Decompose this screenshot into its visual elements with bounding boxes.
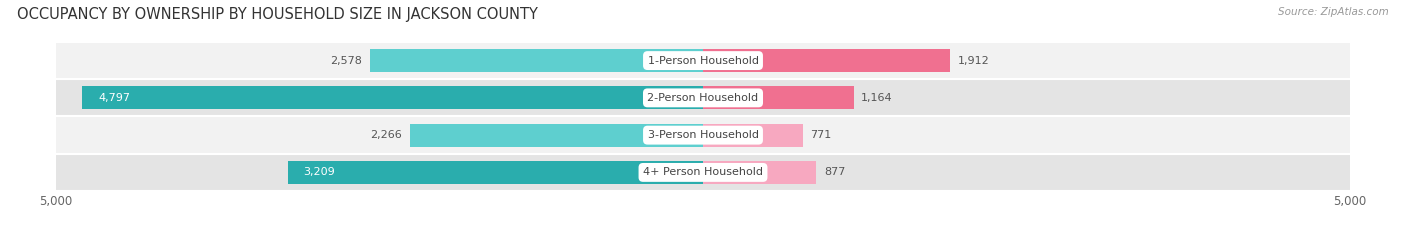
Bar bbox=[83, 86, 703, 110]
Text: OCCUPANCY BY OWNERSHIP BY HOUSEHOLD SIZE IN JACKSON COUNTY: OCCUPANCY BY OWNERSHIP BY HOUSEHOLD SIZE… bbox=[17, 7, 537, 22]
Text: 2-Person Household: 2-Person Household bbox=[647, 93, 759, 103]
Bar bbox=[56, 79, 1350, 116]
Text: 4,797: 4,797 bbox=[98, 93, 129, 103]
Bar bbox=[288, 161, 703, 184]
Bar bbox=[411, 123, 703, 147]
Text: 4+ Person Household: 4+ Person Household bbox=[643, 168, 763, 177]
Text: Source: ZipAtlas.com: Source: ZipAtlas.com bbox=[1278, 7, 1389, 17]
Text: 2,266: 2,266 bbox=[370, 130, 402, 140]
Bar bbox=[56, 154, 1350, 191]
Text: 877: 877 bbox=[824, 168, 845, 177]
Text: 1-Person Household: 1-Person Household bbox=[648, 56, 758, 65]
Text: 2,578: 2,578 bbox=[330, 56, 361, 65]
Bar bbox=[56, 116, 1350, 154]
Text: 3,209: 3,209 bbox=[304, 168, 335, 177]
Text: 3-Person Household: 3-Person Household bbox=[648, 130, 758, 140]
Text: 1,164: 1,164 bbox=[862, 93, 893, 103]
Text: 771: 771 bbox=[810, 130, 832, 140]
Bar bbox=[370, 49, 703, 72]
Bar bbox=[703, 123, 803, 147]
Bar bbox=[703, 161, 817, 184]
Bar bbox=[703, 86, 853, 110]
Bar bbox=[703, 49, 950, 72]
Text: 1,912: 1,912 bbox=[957, 56, 990, 65]
Bar bbox=[56, 42, 1350, 79]
